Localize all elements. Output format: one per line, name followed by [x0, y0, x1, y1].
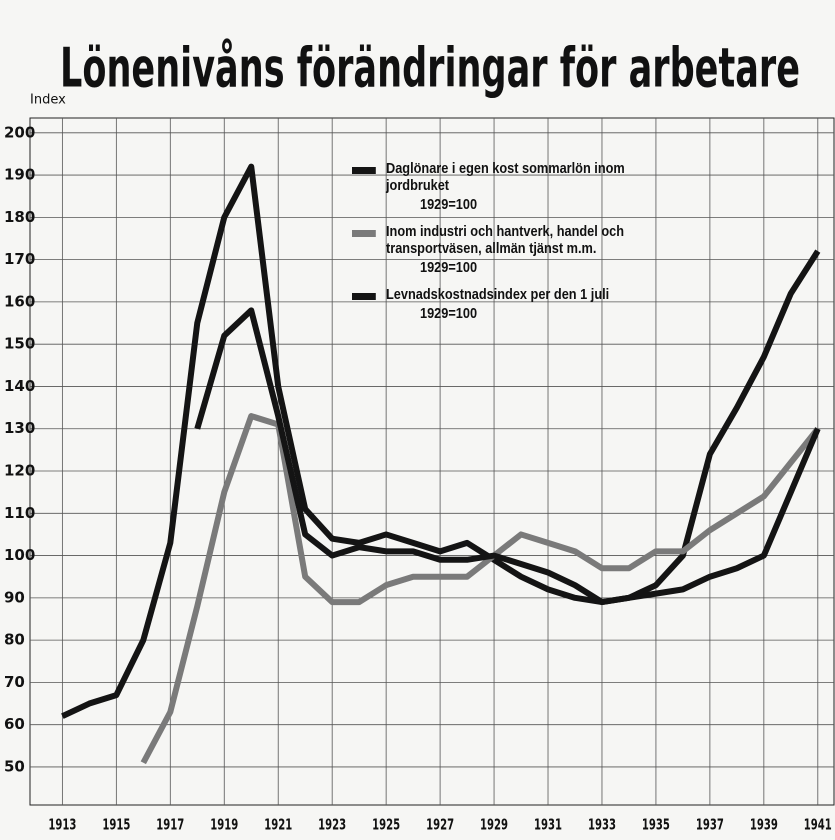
- y-tick-label: 80: [4, 631, 25, 649]
- legend-label: Levnadskostnadsindex per den 1 juli: [386, 286, 609, 303]
- legend-label: Daglönare i egen kost sommarlön inom jor…: [386, 160, 633, 194]
- page: Lönenivåns förändringar för arbetare Ind…: [0, 0, 835, 840]
- y-tick-label: 90: [4, 588, 25, 606]
- x-tick-label: 1913: [48, 816, 76, 834]
- legend-note: 1929=100: [420, 196, 633, 213]
- y-tick-label: 60: [4, 715, 25, 733]
- x-tick-label: 1931: [534, 816, 562, 834]
- x-tick-label: 1933: [588, 816, 616, 834]
- x-tick-label: 1925: [372, 816, 400, 834]
- x-tick-label: 1941: [804, 816, 832, 834]
- x-tick-label: 1927: [426, 816, 454, 834]
- x-tick-label: 1937: [696, 816, 724, 834]
- legend-swatch: [352, 167, 376, 174]
- legend-entry: Daglönare i egen kost sommarlön inom jor…: [352, 160, 633, 213]
- chart: Lönenivåns förändringar för arbetare Ind…: [0, 0, 835, 840]
- y-tick-label: 140: [4, 377, 35, 395]
- legend-note: 1929=100: [420, 305, 609, 322]
- series-line: [197, 310, 818, 602]
- y-tick-label: 110: [4, 504, 35, 522]
- y-tick-label: 200: [4, 123, 35, 141]
- x-tick-label: 1939: [750, 816, 778, 834]
- legend: Daglönare i egen kost sommarlön inom jor…: [352, 160, 633, 332]
- x-tick-label: 1917: [156, 816, 184, 834]
- chart-title: Lönenivåns förändringar för arbetare: [60, 37, 800, 100]
- series-line: [143, 416, 817, 763]
- legend-swatch: [352, 293, 376, 300]
- legend-entry: Inom industri och hantverk, handel och t…: [352, 223, 633, 276]
- y-tick-label: 130: [4, 419, 35, 437]
- legend-text: Inom industri och hantverk, handel och t…: [386, 223, 633, 276]
- legend-entry: Levnadskostnadsindex per den 1 juli 1929=…: [352, 286, 633, 322]
- y-tick-label: 70: [4, 673, 25, 691]
- y-axis-label: Index: [30, 93, 66, 108]
- y-tick-label: 170: [4, 250, 35, 268]
- legend-label: Inom industri och hantverk, handel och t…: [386, 223, 633, 257]
- y-tick-label: 120: [4, 462, 35, 480]
- x-tick-label: 1921: [264, 816, 292, 834]
- y-tick-label: 100: [4, 546, 35, 564]
- x-tick-label: 1935: [642, 816, 670, 834]
- x-tick-label: 1915: [102, 816, 130, 834]
- legend-text: Levnadskostnadsindex per den 1 juli 1929=…: [386, 286, 609, 322]
- y-tick-label: 50: [4, 757, 25, 775]
- y-tick-label: 150: [4, 335, 35, 353]
- legend-note: 1929=100: [420, 259, 633, 276]
- legend-text: Daglönare i egen kost sommarlön inom jor…: [386, 160, 633, 213]
- y-tick-label: 160: [4, 292, 35, 310]
- legend-swatch: [352, 230, 376, 237]
- y-tick-label: 190: [4, 166, 35, 184]
- y-tick-label: 180: [4, 208, 35, 226]
- x-tick-label: 1923: [318, 816, 346, 834]
- x-tick-label: 1919: [210, 816, 238, 834]
- x-tick-label: 1929: [480, 816, 508, 834]
